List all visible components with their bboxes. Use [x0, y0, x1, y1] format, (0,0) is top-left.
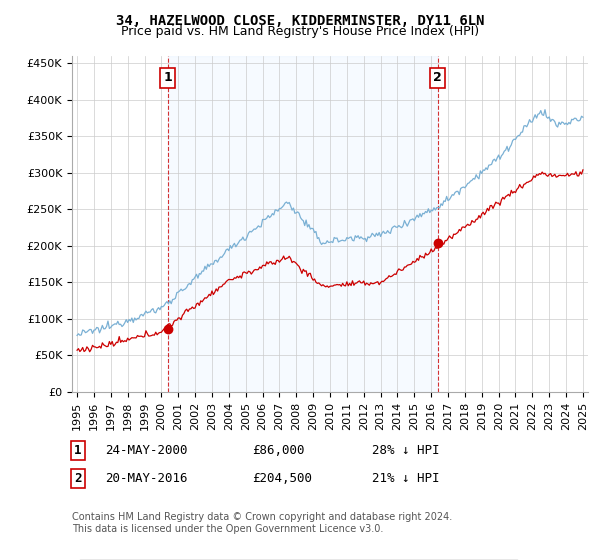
Bar: [168, 56, 438, 392]
Text: 1: 1: [74, 444, 82, 458]
Text: £204,500: £204,500: [252, 472, 312, 486]
Text: 2: 2: [433, 72, 442, 85]
Text: Contains HM Land Registry data © Crown copyright and database right 2024.
This d: Contains HM Land Registry data © Crown c…: [72, 512, 452, 534]
Text: 2: 2: [74, 472, 82, 486]
Text: Price paid vs. HM Land Registry's House Price Index (HPI): Price paid vs. HM Land Registry's House …: [121, 25, 479, 38]
Text: 24-MAY-2000: 24-MAY-2000: [105, 444, 187, 458]
Text: 1: 1: [164, 72, 172, 85]
Text: 21% ↓ HPI: 21% ↓ HPI: [372, 472, 439, 486]
Point: [163, 325, 173, 334]
Text: 28% ↓ HPI: 28% ↓ HPI: [372, 444, 439, 458]
Text: 20-MAY-2016: 20-MAY-2016: [105, 472, 187, 486]
Text: 34, HAZELWOOD CLOSE, KIDDERMINSTER, DY11 6LN: 34, HAZELWOOD CLOSE, KIDDERMINSTER, DY11…: [116, 14, 484, 28]
Point: [433, 238, 443, 247]
Text: £86,000: £86,000: [252, 444, 305, 458]
